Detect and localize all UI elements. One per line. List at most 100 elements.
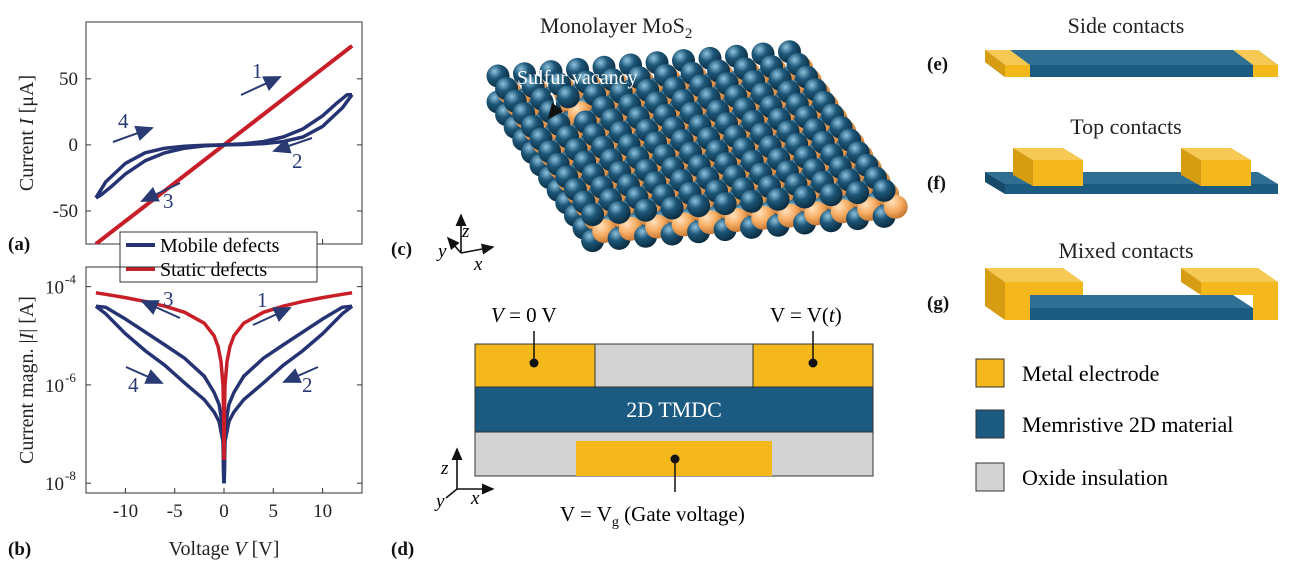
atom	[556, 85, 580, 109]
side-channel-top	[985, 50, 1278, 65]
panel-label-g: (g)	[927, 293, 949, 314]
panel-d: 2D TMDC V = 0 V V = V(t) V = Vg (Gate vo…	[391, 303, 874, 560]
atom	[607, 200, 631, 224]
mixed-electrode-right-top	[1181, 268, 1278, 282]
atom	[634, 198, 658, 222]
atom	[687, 194, 711, 218]
plot-b-ytick-label: 10	[45, 376, 64, 397]
mobile-lower-b	[222, 304, 354, 484]
annotation-2-a: 2	[292, 149, 303, 173]
panel-e: Side contacts (e)	[927, 13, 1278, 77]
plot-b-xtick-label: 10	[313, 501, 332, 522]
legend-mobile-label: Mobile defects	[160, 235, 280, 257]
plot-a-ytick-label: 0	[69, 135, 79, 156]
panel-label-d: (d)	[391, 539, 414, 560]
arrow-2-b	[282, 366, 319, 383]
annotation-1-a: 1	[252, 59, 263, 83]
mixed-electrode-left-side	[985, 268, 1005, 320]
plot-b-xtick-label: 0	[219, 501, 229, 522]
panel-label-e: (e)	[927, 54, 948, 75]
annotation-1-b: 1	[257, 288, 268, 312]
atom	[872, 178, 896, 202]
side-electrode-left-side	[985, 50, 1005, 77]
probe-left-dot	[529, 358, 539, 368]
plot-b-xticks: -10 -5 0 5 10	[113, 488, 332, 522]
arrow-2-a	[272, 137, 313, 154]
arrow-1-a	[240, 76, 282, 96]
plot-b-ytick-exponent: -6	[65, 370, 76, 385]
mixed-channel-front	[1030, 308, 1253, 320]
mobile-upper-b	[95, 304, 226, 484]
voltage-right-label: V = V(t)	[770, 303, 842, 327]
mobile-branch-a	[223, 92, 353, 147]
sulfur-vacancy-label: Sulfur vacancy	[517, 67, 638, 89]
label-oxide: Oxide insulation	[1022, 465, 1168, 490]
plot-a-ytick-label: -50	[53, 201, 78, 222]
panel-c: Monolayer MoS2 Sulfur vacancy z y x (c)	[391, 13, 908, 275]
annotation-4-a: 4	[118, 109, 129, 133]
axis-x-d: x	[470, 488, 480, 509]
atom	[660, 196, 684, 220]
plot-b-xtick-label: 5	[269, 501, 279, 522]
top-electrode-right-front	[1201, 160, 1251, 186]
atom	[740, 189, 764, 213]
plot-b-ytick-label: 10	[45, 474, 64, 495]
top-channel-front	[1005, 184, 1278, 194]
probe-right-dot	[808, 358, 818, 368]
mixed-electrode-left-front	[1005, 282, 1083, 320]
panel-label-f: (f)	[927, 173, 946, 194]
arrow-3-a	[140, 182, 181, 202]
panel-f: Top contacts (f)	[927, 114, 1278, 194]
axis-z-c: z	[461, 221, 470, 242]
tmdc-layer	[474, 386, 874, 433]
top-contacts-title: Top contacts	[1070, 114, 1181, 139]
series-mobile-defects-b	[94, 304, 354, 484]
top-channel-side	[985, 172, 1005, 194]
mixed-contacts-title: Mixed contacts	[1058, 238, 1193, 263]
panel-g: Mixed contacts (g)	[927, 238, 1278, 320]
arrow-1-b	[252, 307, 292, 326]
plot-b-xtick-label: -5	[167, 501, 183, 522]
atom	[713, 192, 737, 216]
plot-b-ytick-label: 10	[45, 278, 64, 299]
atom	[883, 194, 908, 219]
top-electrode-left-front	[1033, 160, 1083, 186]
plot-b-yticks: 10-410-610-8	[45, 272, 362, 495]
tmdc-label: 2D TMDC	[626, 397, 722, 422]
legend-static-label: Static defects	[160, 259, 267, 281]
voltage-left-label: V = 0 V	[491, 303, 557, 327]
annotation-4-b: 4	[128, 373, 139, 397]
plot-a-ylabel: Current I [μA]	[16, 75, 38, 191]
top-electrode-right-side	[1181, 148, 1201, 186]
atom	[846, 181, 870, 205]
gate-voltage-label: V = Vg (Gate voltage)	[560, 502, 745, 530]
panel-b: 10-410-610-8 -10 -5 0 5 10 Current magn. |I|…	[8, 266, 363, 560]
annotation-3-b: 3	[163, 287, 174, 311]
side-channel-front	[1005, 65, 1278, 77]
panel-label-a: (a)	[8, 234, 30, 255]
side-electrode-left-front	[1005, 65, 1030, 77]
plot-b-ytick-exponent: -4	[65, 272, 76, 287]
atom	[581, 203, 605, 227]
mixed-electrode-right-side	[1181, 268, 1201, 295]
axis-y-c: y	[436, 241, 447, 262]
atom	[793, 185, 817, 209]
mobile-branch-a	[223, 93, 354, 147]
arrow-4-b	[125, 366, 164, 384]
legend-box	[119, 231, 318, 283]
panel-a: 50 0 -50 Current I [μA] 1 2 3 4 (a)	[8, 21, 363, 255]
axis-z-d: z	[440, 458, 449, 479]
series-mobile-defects-a	[94, 92, 354, 200]
plot-b-ylabel: Current magn. |I| [A]	[16, 296, 38, 464]
side-contacts-title: Side contacts	[1068, 13, 1185, 38]
annotation-3-a: 3	[163, 189, 174, 213]
plot-a-frame	[85, 21, 363, 245]
mobile-branch-a	[94, 143, 225, 199]
swatch-oxide	[975, 462, 1005, 492]
top-electrode-left-top	[1013, 148, 1083, 160]
plot-b-xlabel: Voltage V [V]	[169, 538, 280, 560]
mixed-electrode-left-top	[985, 268, 1083, 282]
label-metal-electrode: Metal electrode	[1022, 361, 1159, 386]
mixed-channel-top	[1010, 295, 1253, 308]
